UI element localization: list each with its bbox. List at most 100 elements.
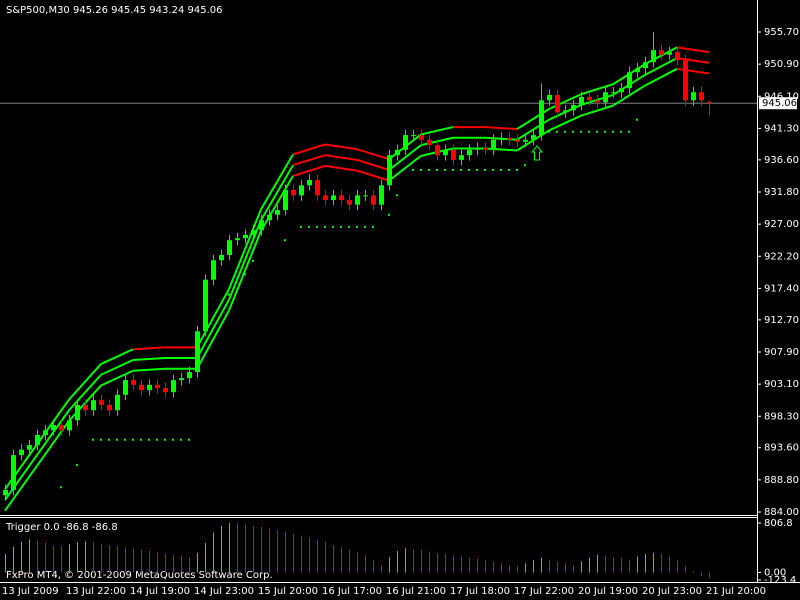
candle-body: [27, 445, 32, 450]
candle-body: [627, 72, 632, 89]
y-tick-label: 922.20: [764, 251, 799, 262]
y-tick-label: 898.30: [764, 411, 799, 422]
support-dot: [300, 225, 302, 228]
candle-body: [499, 137, 504, 140]
candle-body: [227, 240, 232, 255]
support-dot: [524, 164, 526, 167]
support-dot: [180, 438, 182, 441]
candle-body: [427, 139, 432, 146]
band-line: [324, 164, 358, 172]
candle-body: [19, 449, 24, 456]
band-line: [132, 367, 166, 372]
candle-body: [619, 88, 624, 93]
candle-body: [347, 200, 352, 205]
band-line: [68, 374, 102, 411]
support-dot: [500, 168, 502, 171]
support-dot: [564, 130, 566, 133]
y-tick-label: 927.00: [764, 219, 799, 230]
candle-body: [579, 96, 584, 105]
support-dot: [252, 259, 254, 262]
candle-body: [163, 388, 168, 393]
band-line: [4, 454, 38, 501]
candle-body: [243, 234, 248, 239]
candle-body: [259, 220, 264, 231]
band-line: [580, 83, 614, 96]
support-dot: [100, 438, 102, 441]
support-dot: [372, 225, 374, 228]
candle-body: [539, 100, 544, 136]
support-dot: [412, 168, 414, 171]
candle-body: [635, 68, 640, 73]
support-dot: [636, 118, 638, 121]
candle-body: [691, 92, 696, 101]
x-tick-label: 16 Jul 17:00: [322, 586, 382, 597]
candle-body: [595, 100, 600, 103]
candle-body: [515, 139, 520, 142]
band-line: [260, 164, 294, 221]
band-line: [100, 359, 134, 376]
candle-body: [699, 92, 704, 101]
band-line: [4, 443, 38, 490]
candle-body: [507, 137, 512, 140]
support-dot: [596, 130, 598, 133]
candle-body: [51, 424, 56, 431]
support-dot: [348, 225, 350, 228]
candle-body: [43, 430, 48, 436]
support-dot: [388, 213, 390, 216]
support-dot: [356, 225, 358, 228]
candle-body: [563, 110, 568, 113]
candle-body: [67, 420, 72, 431]
band-line: [388, 144, 422, 171]
candle-body: [651, 50, 656, 63]
candle-body: [283, 189, 288, 211]
band-line: [612, 84, 646, 107]
candle-body: [115, 394, 120, 411]
support-dot: [468, 168, 470, 171]
candle-body: [683, 60, 688, 101]
x-tick-label: 20 Jul 23:00: [642, 586, 702, 597]
band-line: [484, 147, 518, 152]
support-dot: [132, 438, 134, 441]
x-tick-label: 20 Jul 19:00: [578, 586, 638, 597]
candle-body: [235, 238, 240, 241]
candle-body: [155, 384, 160, 389]
support-dot: [436, 168, 438, 171]
candle-body: [83, 404, 88, 411]
band-line: [132, 346, 166, 351]
y-tick-label: 917.40: [764, 283, 799, 294]
support-dot: [628, 130, 630, 133]
candle-body: [331, 195, 336, 201]
band-line: [676, 46, 710, 54]
y-tick-label: -123.4: [764, 575, 796, 586]
support-dot: [108, 438, 110, 441]
candle-body: [291, 189, 296, 196]
band-line: [484, 126, 518, 131]
support-dot: [396, 194, 398, 197]
support-dot: [452, 168, 454, 171]
support-dot: [548, 130, 550, 133]
candle-body: [411, 135, 416, 137]
candle-body: [147, 384, 152, 391]
support-dot: [228, 293, 230, 296]
support-dot: [364, 225, 366, 228]
band-line: [356, 158, 390, 171]
support-dot: [476, 168, 478, 171]
support-dot: [316, 225, 318, 228]
candle-body: [195, 331, 200, 373]
candle-body: [187, 372, 192, 379]
band-line: [196, 299, 230, 359]
candle-body: [363, 195, 368, 197]
band-line: [548, 114, 582, 132]
support-dot: [332, 225, 334, 228]
candle-body: [475, 147, 480, 150]
candle-body: [75, 404, 80, 421]
support-dot: [612, 130, 614, 133]
candle-body: [659, 50, 664, 55]
candle-body: [435, 145, 440, 156]
candle-body: [3, 489, 8, 496]
candle-body: [571, 104, 576, 111]
candle-body: [443, 149, 448, 156]
y-tick-label: 931.80: [764, 187, 799, 198]
support-dot: [284, 239, 286, 242]
